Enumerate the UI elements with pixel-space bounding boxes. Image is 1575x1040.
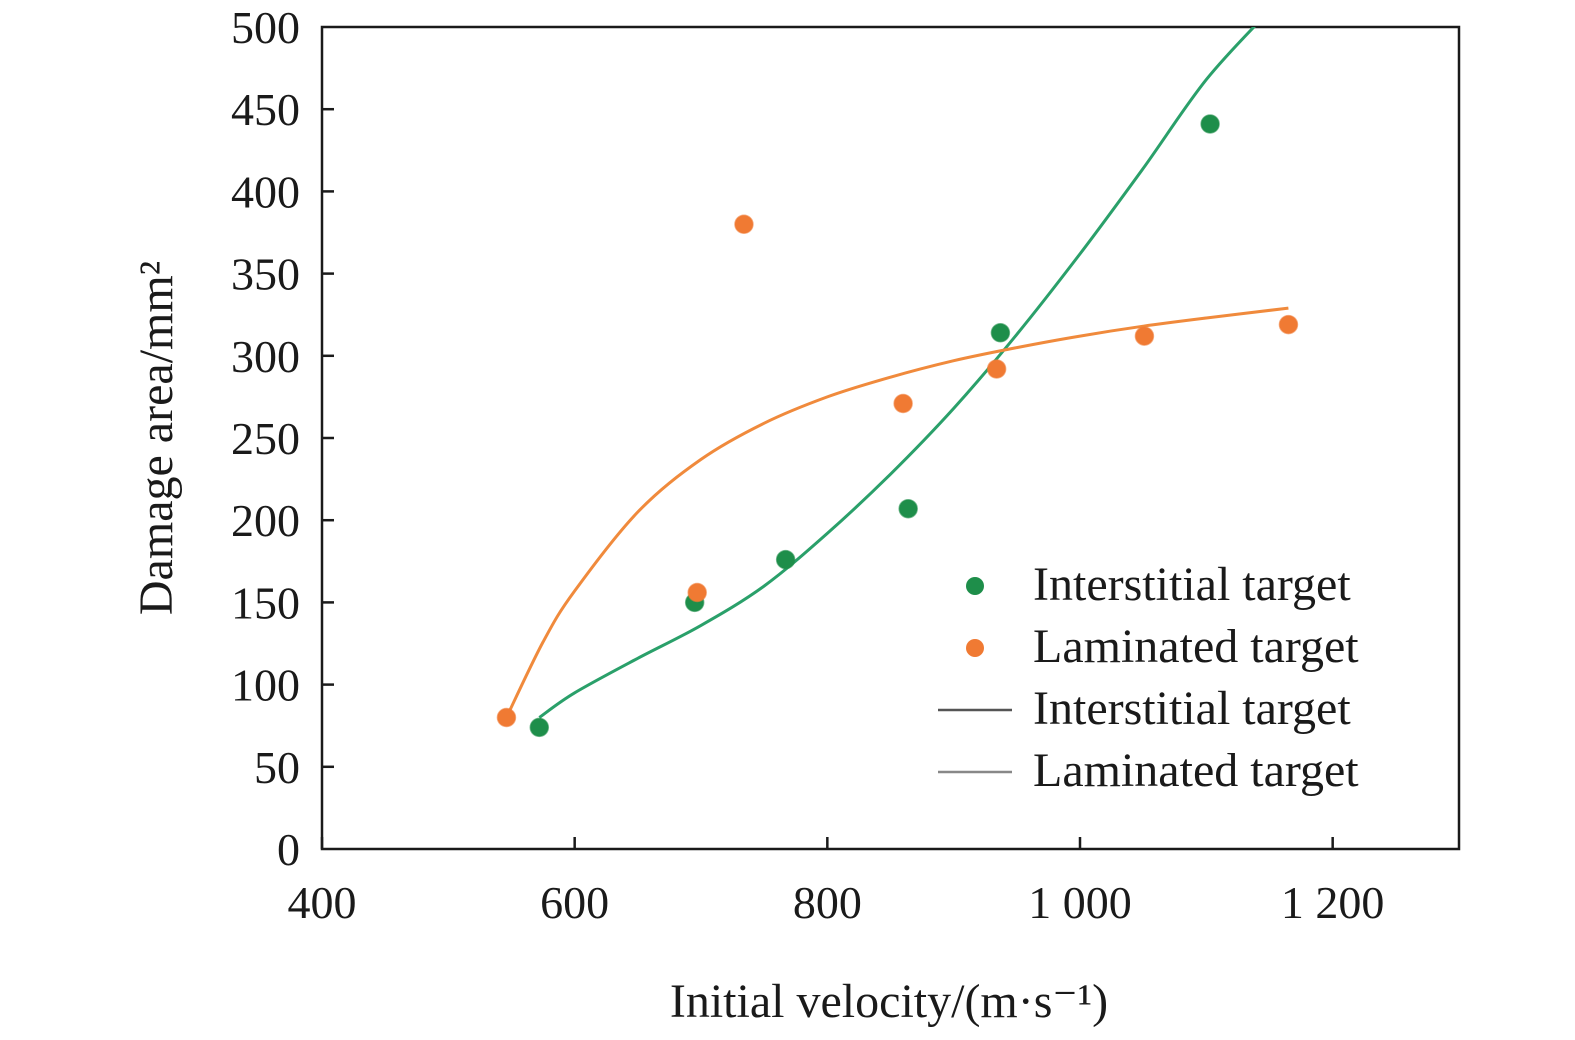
x-tick-label: 600 bbox=[540, 877, 609, 928]
interstitial-data-point bbox=[990, 323, 1011, 343]
legend-marker bbox=[966, 577, 984, 595]
y-tick-label: 0 bbox=[277, 824, 300, 875]
y-tick-label: 50 bbox=[254, 742, 300, 793]
laminated-data-point bbox=[687, 582, 707, 603]
legend-marker bbox=[966, 639, 984, 657]
y-tick-label: 500 bbox=[231, 2, 300, 53]
y-tick-label: 150 bbox=[231, 577, 300, 628]
x-tick-label: 800 bbox=[793, 877, 862, 928]
legend-label: Interstitial target bbox=[1033, 682, 1351, 735]
legend-label: Interstitial target bbox=[1033, 558, 1351, 611]
y-axis-ticks: 0 50 100 150 200 250 300 350 400 450 500 bbox=[231, 2, 334, 875]
y-tick-label: 450 bbox=[231, 84, 300, 135]
fit-lines bbox=[505, 27, 1289, 719]
interstitial-fit-line bbox=[538, 27, 1256, 719]
interstitial-data-point bbox=[529, 717, 550, 738]
laminated-data-point bbox=[986, 359, 1007, 379]
laminated-data-point bbox=[496, 707, 517, 728]
x-tick-label: 400 bbox=[288, 877, 357, 928]
laminated-fit-line bbox=[505, 306, 1289, 719]
laminated-data-point bbox=[734, 214, 754, 235]
y-tick-label: 300 bbox=[231, 331, 300, 382]
legend-label: Laminated target bbox=[1033, 620, 1359, 673]
y-tick-label: 400 bbox=[231, 166, 300, 217]
y-tick-label: 200 bbox=[231, 495, 300, 546]
x-axis-title: Initial velocity/(m·s⁻¹) bbox=[670, 975, 1108, 1028]
x-axis-ticks: 400 600 800 1 000 1 200 bbox=[288, 837, 1385, 928]
legend-label: Laminated target bbox=[1033, 744, 1359, 797]
y-tick-label: 250 bbox=[231, 413, 300, 464]
interstitial-data-point bbox=[775, 549, 796, 570]
laminated-data-point bbox=[1134, 326, 1155, 346]
y-tick-label: 350 bbox=[231, 249, 300, 300]
data-points bbox=[496, 114, 1299, 738]
interstitial-data-point bbox=[898, 498, 918, 519]
x-tick-label: 1 000 bbox=[1028, 877, 1132, 928]
legend: Interstitial target Laminated target Inter… bbox=[938, 558, 1359, 797]
y-axis-title: Damage area/mm² bbox=[130, 261, 183, 615]
interstitial-data-point bbox=[1200, 114, 1220, 134]
y-tick-label: 100 bbox=[231, 660, 300, 711]
laminated-data-point bbox=[893, 393, 913, 414]
x-tick-label: 1 200 bbox=[1281, 877, 1385, 928]
laminated-data-point bbox=[1278, 314, 1299, 335]
